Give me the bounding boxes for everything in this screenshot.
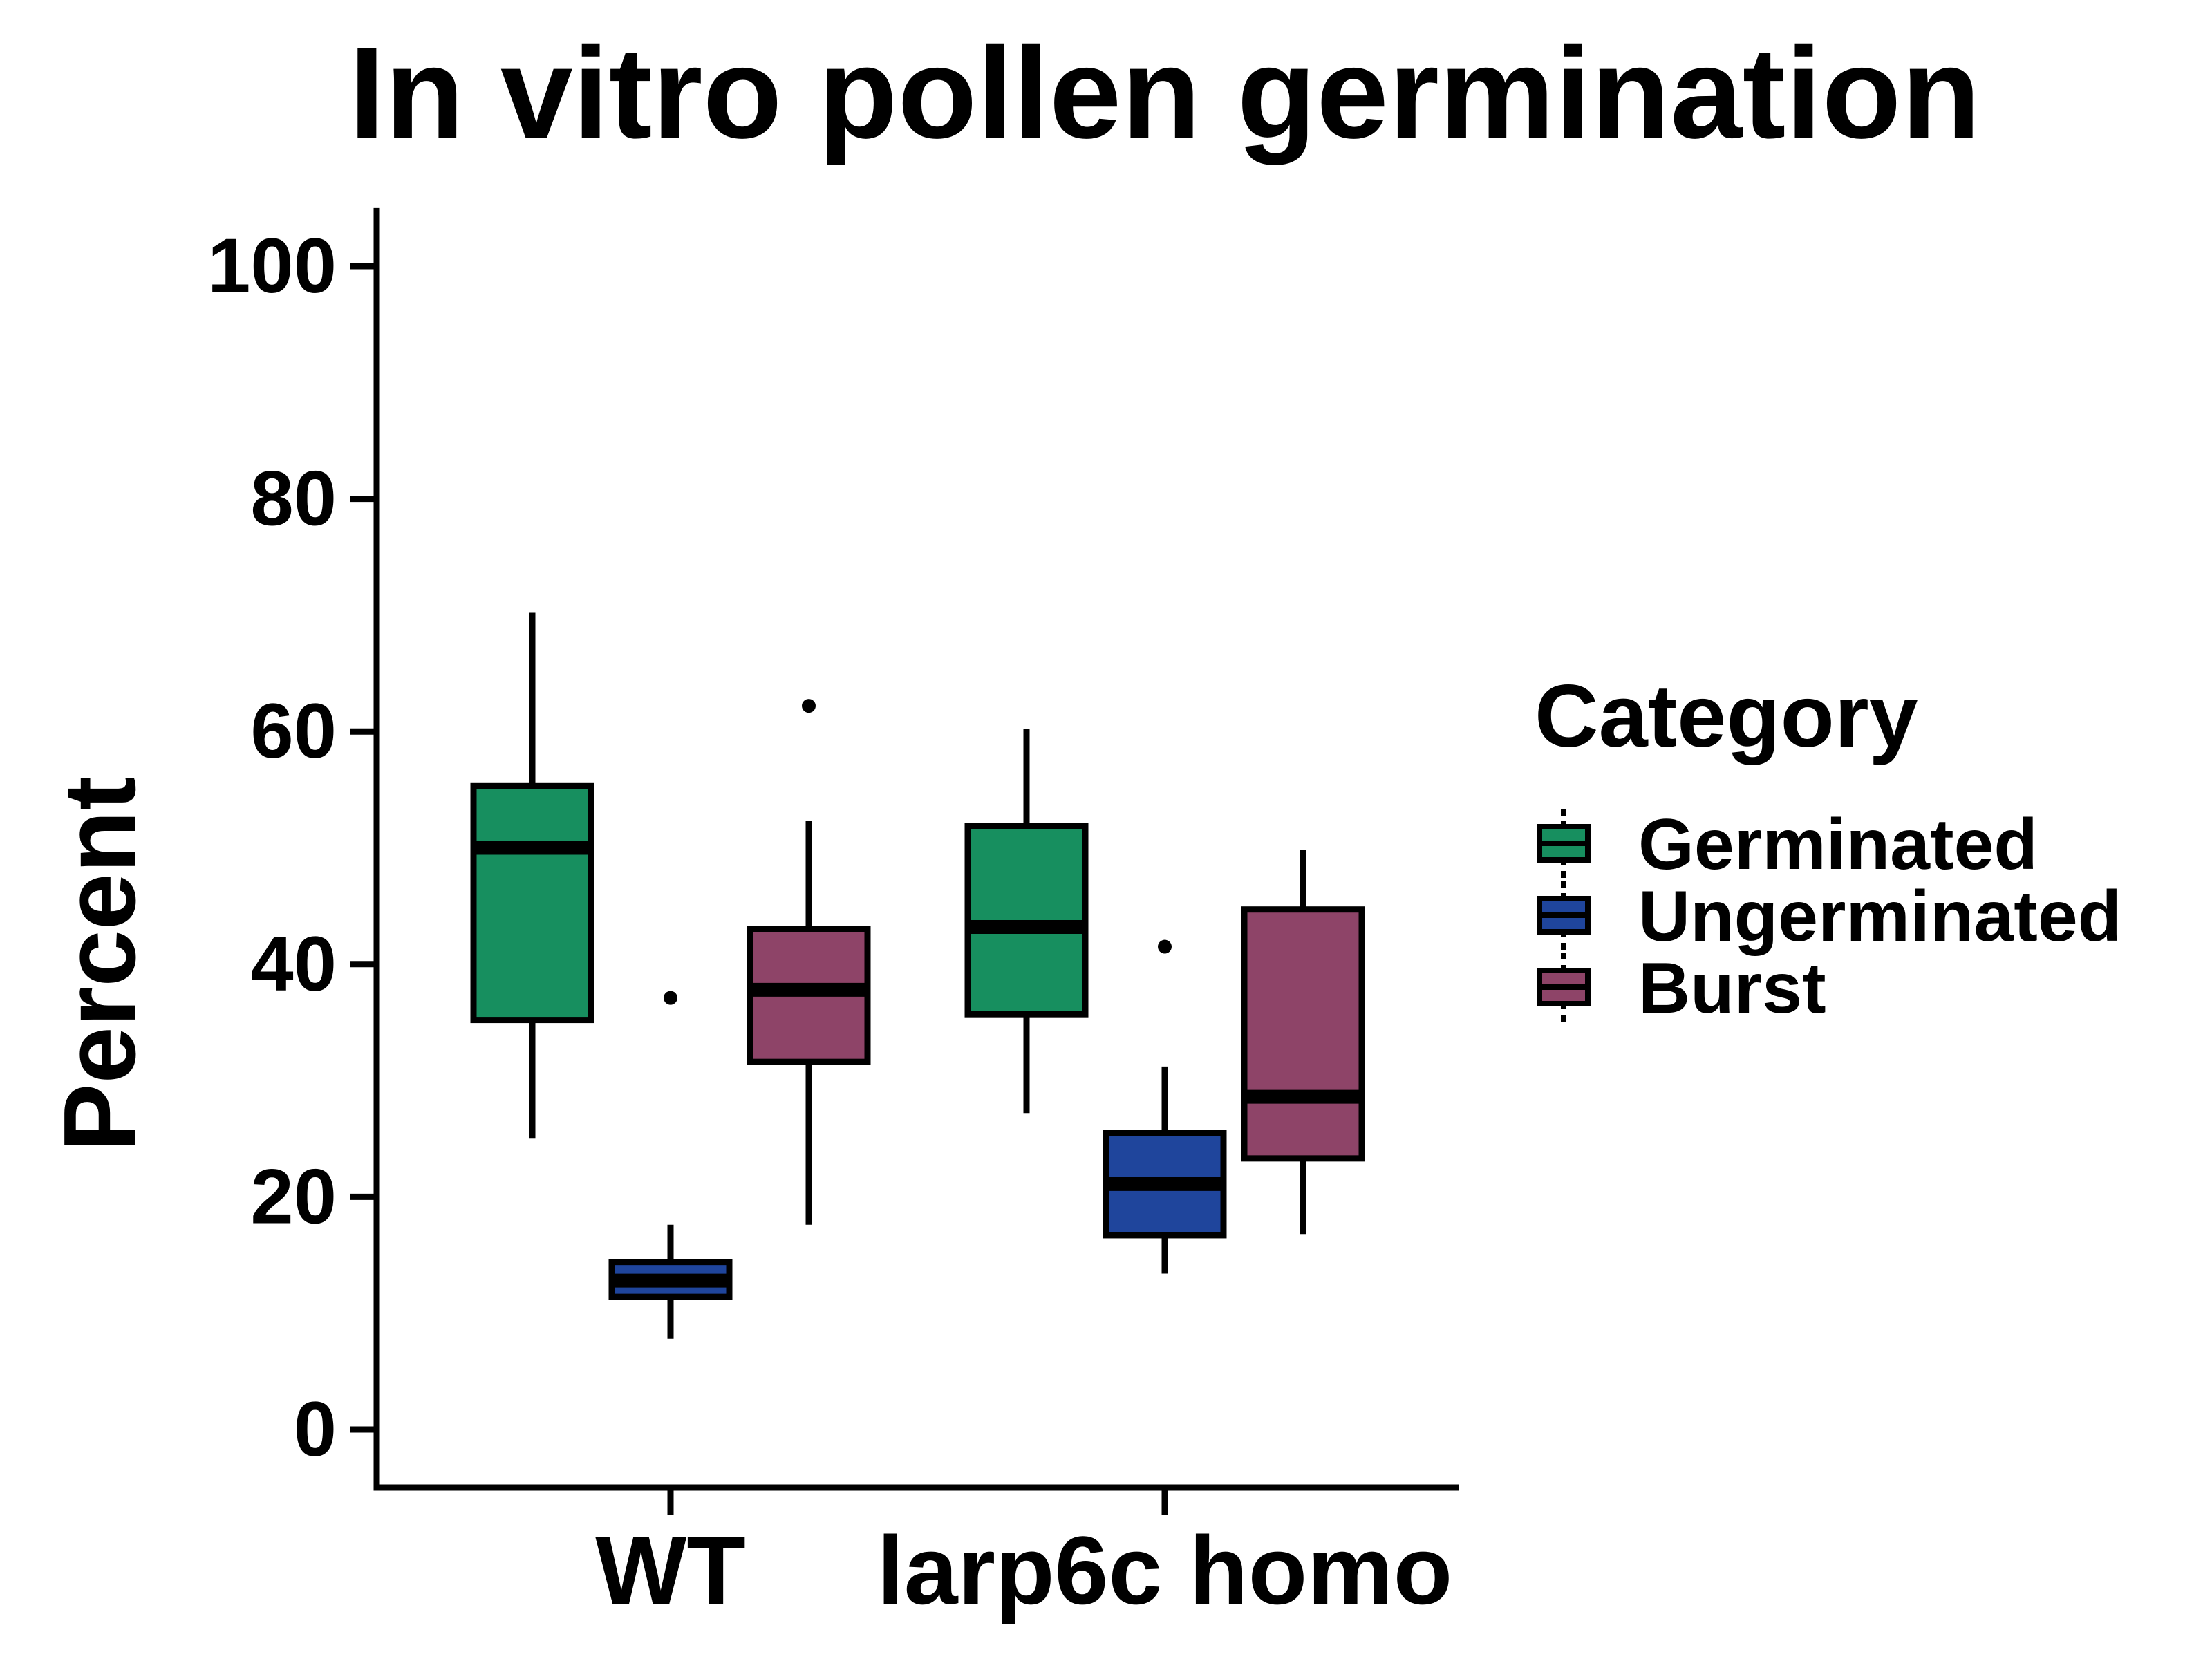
x-tick-label: WT xyxy=(595,1516,746,1624)
legend-item-burst: Burst xyxy=(1537,948,1826,1029)
legend-label: Ungerminated xyxy=(1638,877,2121,957)
outlier-point xyxy=(664,991,677,1005)
box-body xyxy=(964,823,1089,1018)
box-burst-1 xyxy=(1241,850,1365,1235)
y-tick-label: 60 xyxy=(250,688,337,774)
legend-item-germinated: Germinated xyxy=(1537,805,2038,885)
y-axis: 0 20 40 60 80 100 Percent xyxy=(43,207,380,1491)
chart-title: In vitro pollen germination xyxy=(348,20,1981,165)
box-body xyxy=(1241,906,1365,1162)
outlier-point xyxy=(1158,939,1172,954)
y-tick-label: 20 xyxy=(250,1153,337,1239)
x-tick-label: larp6c homo xyxy=(877,1516,1452,1624)
y-tick-label: 0 xyxy=(294,1386,337,1472)
box-germinated-1 xyxy=(964,729,1089,1114)
legend-item-ungerminated: Ungerminated xyxy=(1537,877,2121,957)
box-ungerminated-1 xyxy=(1103,939,1227,1274)
y-tick-label: 80 xyxy=(250,456,337,542)
legend-title: Category xyxy=(1535,667,1918,766)
legend-label: Burst xyxy=(1638,948,1826,1029)
x-axis: WT larp6c homo xyxy=(373,1484,1459,1624)
outlier-point xyxy=(802,699,816,713)
box-burst-0 xyxy=(747,699,871,1225)
box-ungerminated-0 xyxy=(608,991,733,1339)
y-tick-label: 40 xyxy=(250,921,337,1007)
y-axis-title: Percent xyxy=(43,776,157,1152)
box-germinated-0 xyxy=(470,612,594,1139)
legend-label: Germinated xyxy=(1638,805,2038,885)
plot-area xyxy=(470,612,1365,1339)
box-body xyxy=(470,782,594,1024)
y-tick-label: 100 xyxy=(207,223,337,309)
